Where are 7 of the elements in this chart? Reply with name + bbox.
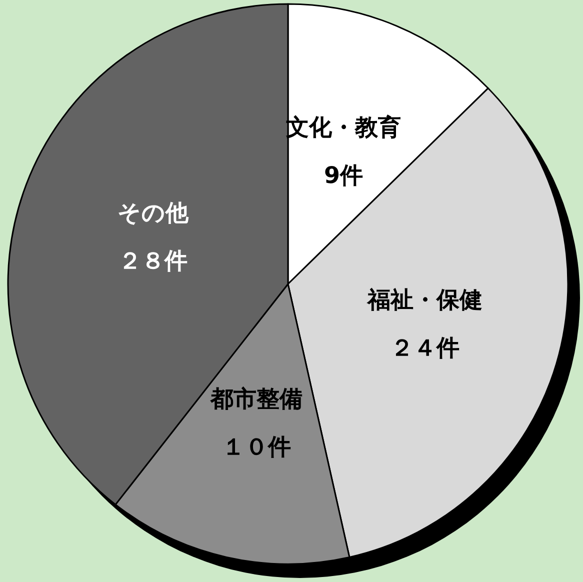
slice-label: 福祉・保健	[366, 288, 483, 314]
data-label: ２４件	[390, 336, 460, 362]
data-label: ２８件	[118, 248, 188, 274]
slice-label: その他	[117, 200, 190, 226]
data-label: 9件	[324, 163, 363, 190]
slice-label: 都市整備	[210, 386, 303, 413]
data-label: １０件	[222, 434, 292, 461]
